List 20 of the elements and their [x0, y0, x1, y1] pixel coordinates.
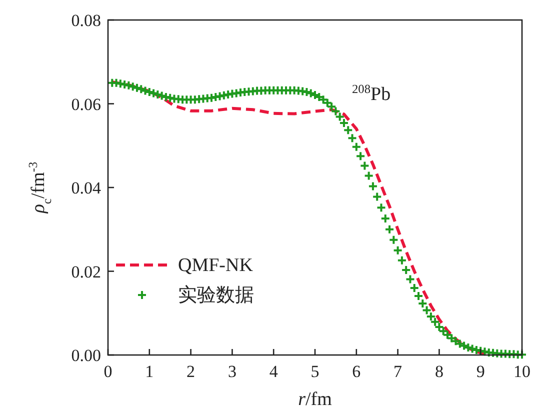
- x-tick-label: 9: [476, 362, 485, 381]
- annotation: $^{208}$Pb: [352, 82, 391, 105]
- x-tick-label: 7: [394, 362, 403, 381]
- x-tick-label: 6: [352, 362, 361, 381]
- x-tick-label: 8: [434, 362, 444, 381]
- y-tick-label: 0.06: [71, 94, 101, 114]
- x-tick-label: 3: [228, 362, 236, 381]
- y-tick-label: 0.04: [71, 178, 102, 198]
- x-tick-label: 2: [186, 362, 196, 381]
- x-tick-label: 4: [269, 362, 278, 381]
- x-tick-label: 0: [104, 362, 112, 381]
- x-tick-label: 5: [310, 362, 320, 381]
- y-tick-label: 0.02: [71, 262, 101, 282]
- y-tick-label: 0.00: [71, 346, 101, 365]
- x-tick-label: 1: [145, 362, 154, 381]
- y-tick-label: 0.08: [71, 11, 101, 30]
- legend-label: 实验数据: [178, 284, 254, 306]
- legend-label: QMF-NK: [178, 255, 254, 276]
- x-tick-label: 10: [514, 362, 530, 381]
- x-axis-title: r/fm: [298, 389, 332, 410]
